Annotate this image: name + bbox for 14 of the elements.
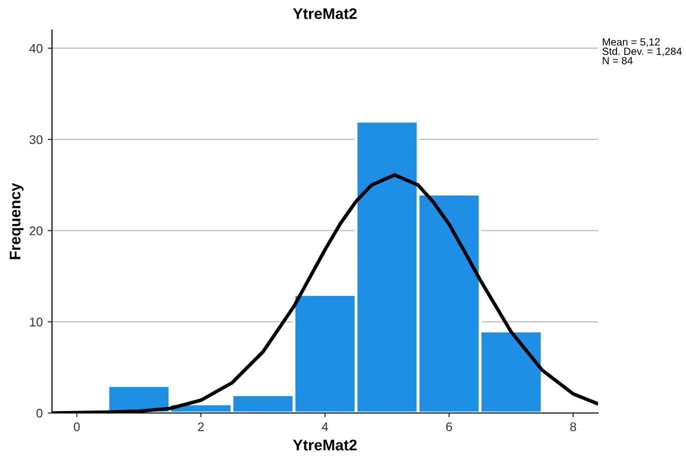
x-tick-label: 8: [570, 422, 576, 432]
x-tick-label: 0: [74, 422, 80, 432]
y-tick-label: 30: [30, 135, 42, 144]
y-tick-label: 0: [36, 408, 42, 418]
chart-title: YtreMat2: [293, 8, 357, 20]
y-tick-label: 40: [29, 44, 42, 53]
y-axis-title: Frequency: [10, 182, 24, 260]
x-axis-title: YtreMat2: [293, 440, 357, 450]
y-tick-label: 10: [30, 318, 42, 326]
x-tick-label: 6: [446, 422, 452, 432]
x-tick-label: 4: [322, 422, 328, 432]
x-tick-label: 2: [198, 422, 204, 432]
text: Mean = 5,12 Std. Dev. = 1,284 N = 84: [602, 38, 682, 64]
y-tick-label: 20: [30, 226, 42, 236]
